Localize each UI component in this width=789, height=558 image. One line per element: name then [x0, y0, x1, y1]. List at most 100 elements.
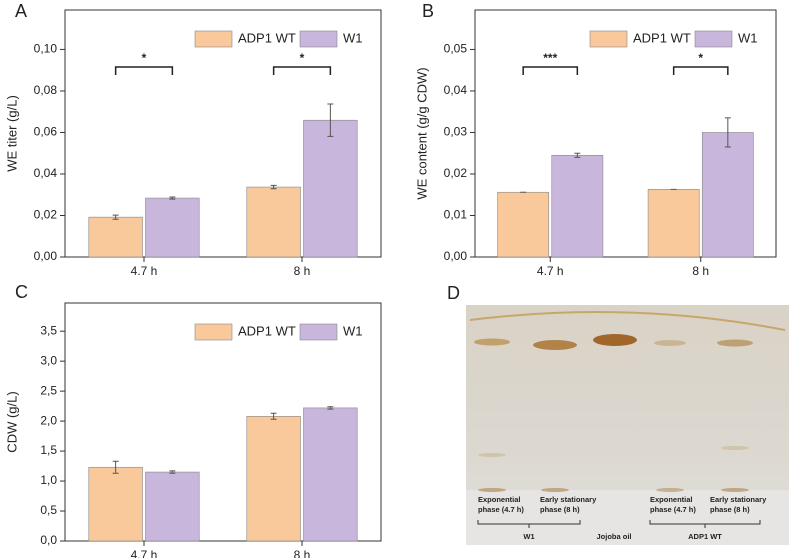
x-tick-label: 8 h: [294, 548, 311, 558]
lane-label: phase (4.7 h): [478, 505, 524, 514]
y-tick-label: 0,05: [444, 42, 468, 56]
panel-label: D: [447, 283, 460, 303]
solvent-front: [469, 311, 786, 331]
y-tick-label: 0,0: [40, 533, 57, 547]
y-tick-label: 0,02: [34, 208, 58, 222]
bar: [145, 197, 200, 258]
y-tick-label: 2,5: [40, 383, 57, 397]
bar: [647, 189, 700, 258]
bar: [88, 466, 143, 542]
bar: [145, 471, 200, 542]
legend-swatch: [194, 30, 233, 48]
lane-label: phase (4.7 h): [650, 505, 696, 514]
bar: [303, 407, 358, 542]
y-tick-label: 0,01: [444, 208, 468, 222]
legend-label: W1: [343, 323, 363, 338]
significance-label: *: [698, 51, 703, 65]
legend-label: ADP1 WT: [238, 30, 296, 45]
error-bar: [574, 152, 581, 158]
x-tick-label: 4.7 h: [537, 264, 564, 278]
panel-label: B: [422, 1, 434, 21]
plot-frame: [64, 9, 382, 258]
spot: [533, 340, 577, 350]
error-bar: [112, 460, 119, 474]
bar: [303, 119, 358, 258]
spot: [717, 339, 753, 347]
error-bar: [169, 470, 176, 474]
y-tick-label: 1,5: [40, 443, 57, 457]
error-bar: [169, 196, 176, 200]
spot: [721, 446, 749, 450]
legend-label: W1: [738, 30, 758, 45]
error-bar: [112, 214, 119, 220]
significance-bracket: [522, 66, 579, 75]
spot: [478, 453, 506, 457]
bar: [246, 416, 301, 542]
error-bar: [270, 184, 277, 190]
error-bar: [327, 406, 334, 410]
lane-label: phase (8 h): [540, 505, 580, 514]
lane-label: Early stationary: [540, 495, 597, 504]
significance-label: *: [300, 51, 305, 65]
error-bar: [327, 103, 334, 137]
y-tick-label: 0,00: [444, 249, 468, 263]
y-tick-label: 1,0: [40, 473, 57, 487]
bar: [88, 216, 143, 258]
legend-swatch: [589, 30, 628, 48]
y-tick-label: 0,03: [444, 125, 468, 139]
lane-label: Early stationary: [710, 495, 767, 504]
y-tick-label: 0,00: [34, 249, 58, 263]
y-tick-label: 0,04: [444, 83, 468, 97]
group-label: Jojoba oil: [596, 532, 631, 541]
error-bar: [724, 117, 731, 148]
legend-swatch: [299, 30, 338, 48]
spot: [654, 340, 686, 346]
plot-frame: [64, 302, 382, 542]
group-label: ADP1 WT: [688, 532, 722, 541]
x-tick-label: 4.7 h: [131, 548, 158, 558]
spot: [656, 488, 684, 492]
y-axis-label: WE content (g/g CDW): [414, 67, 429, 199]
bar: [551, 154, 604, 258]
spot: [478, 488, 506, 492]
bar: [246, 186, 301, 258]
lane-label: Exponential: [650, 495, 693, 504]
significance-label: ***: [543, 51, 557, 65]
x-tick-label: 8 h: [692, 264, 709, 278]
legend-label: W1: [343, 30, 363, 45]
legend-label: ADP1 WT: [633, 30, 691, 45]
legend-swatch: [694, 30, 733, 48]
spot: [541, 488, 569, 492]
y-tick-label: 0,10: [34, 42, 58, 56]
significance-label: *: [142, 51, 147, 65]
spot: [474, 338, 510, 346]
significance-bracket: [672, 66, 729, 75]
lane-label: Exponential: [478, 495, 521, 504]
legend-swatch: [299, 323, 338, 341]
y-tick-label: 3,5: [40, 323, 57, 337]
bar: [497, 191, 550, 258]
error-bar: [270, 412, 277, 420]
x-tick-label: 8 h: [294, 264, 311, 278]
spot: [593, 334, 637, 346]
plate-bottom: [466, 490, 789, 545]
y-axis-label: CDW (g/L): [4, 391, 19, 452]
y-tick-label: 0,02: [444, 166, 468, 180]
bar: [701, 132, 754, 258]
y-axis-label: WE titer (g/L): [4, 95, 19, 172]
group-label: W1: [523, 532, 534, 541]
y-tick-label: 0,06: [34, 125, 58, 139]
spot: [721, 488, 749, 492]
brace: [649, 520, 761, 528]
y-tick-label: 0,04: [34, 166, 58, 180]
legend-label: ADP1 WT: [238, 323, 296, 338]
plot-frame: [474, 9, 777, 258]
lane-label: phase (8 h): [710, 505, 750, 514]
y-tick-label: 0,5: [40, 503, 57, 517]
y-tick-label: 0,08: [34, 83, 58, 97]
legend-swatch: [194, 323, 233, 341]
significance-bracket: [114, 66, 174, 75]
x-tick-label: 4.7 h: [131, 264, 158, 278]
